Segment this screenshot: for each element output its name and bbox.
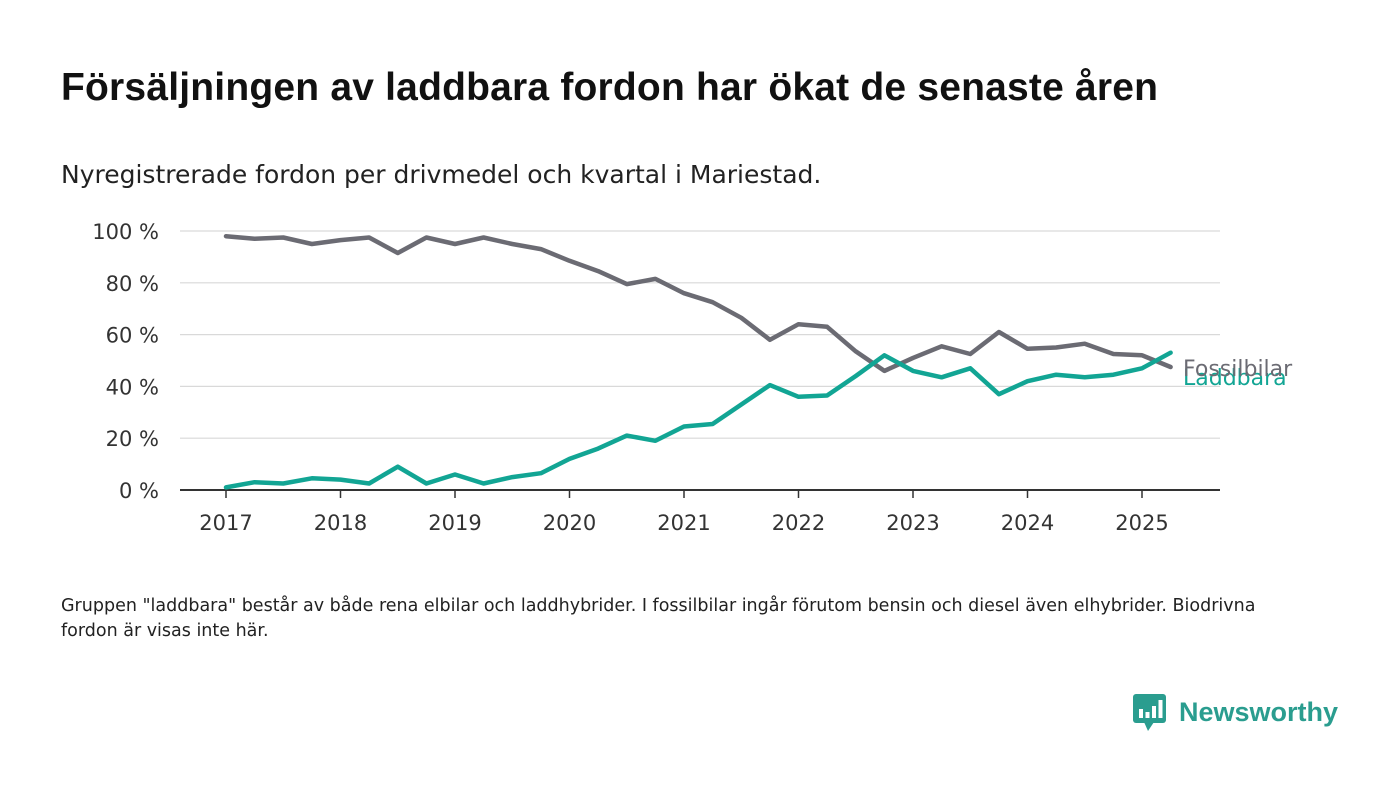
series-line-fossilbilar <box>223 233 1173 374</box>
axis-layer: 0 % 20 % 40 % 60 % 80 % 100 % 2017 2018 2019 2020… <box>92 220 1220 535</box>
x-tick-label: 2023 <box>886 511 939 535</box>
y-tick-label: 100 % <box>92 220 159 244</box>
x-tick-label: 2020 <box>543 511 596 535</box>
x-tick-label: 2025 <box>1115 511 1168 535</box>
x-tick-label: 2021 <box>657 511 710 535</box>
grid-layer <box>180 230 1220 439</box>
x-tick-label: 2024 <box>1001 511 1054 535</box>
x-tick-label: 2019 <box>428 511 481 535</box>
chart-title: Försäljningen av laddbara fordon har öka… <box>61 66 1159 109</box>
y-tick-label: 0 % <box>119 479 159 503</box>
y-tick-label: 60 % <box>106 324 159 348</box>
x-tick-label: 2018 <box>314 511 367 535</box>
x-tick-label: 2017 <box>199 511 252 535</box>
series-layer <box>223 233 1173 490</box>
chart-subtitle: Nyregistrerade fordon per drivmedel och … <box>61 160 822 189</box>
y-tick-label: 20 % <box>106 427 159 451</box>
brand-logo: Newsworthy <box>1133 692 1338 732</box>
series-label-laddbara: Laddbara <box>1183 366 1287 391</box>
footnote: Gruppen "laddbara" består av både rena e… <box>61 596 1256 641</box>
y-tick-label: 80 % <box>106 272 159 296</box>
brand-name: Newsworthy <box>1179 696 1339 727</box>
newsworthy-logo-icon <box>1133 694 1166 731</box>
x-tick-label: 2022 <box>772 511 825 535</box>
series-line-laddbara <box>223 350 1173 490</box>
y-tick-label: 40 % <box>106 375 159 399</box>
series-label-fossilbilar: Fossilbilar <box>1183 357 1293 382</box>
